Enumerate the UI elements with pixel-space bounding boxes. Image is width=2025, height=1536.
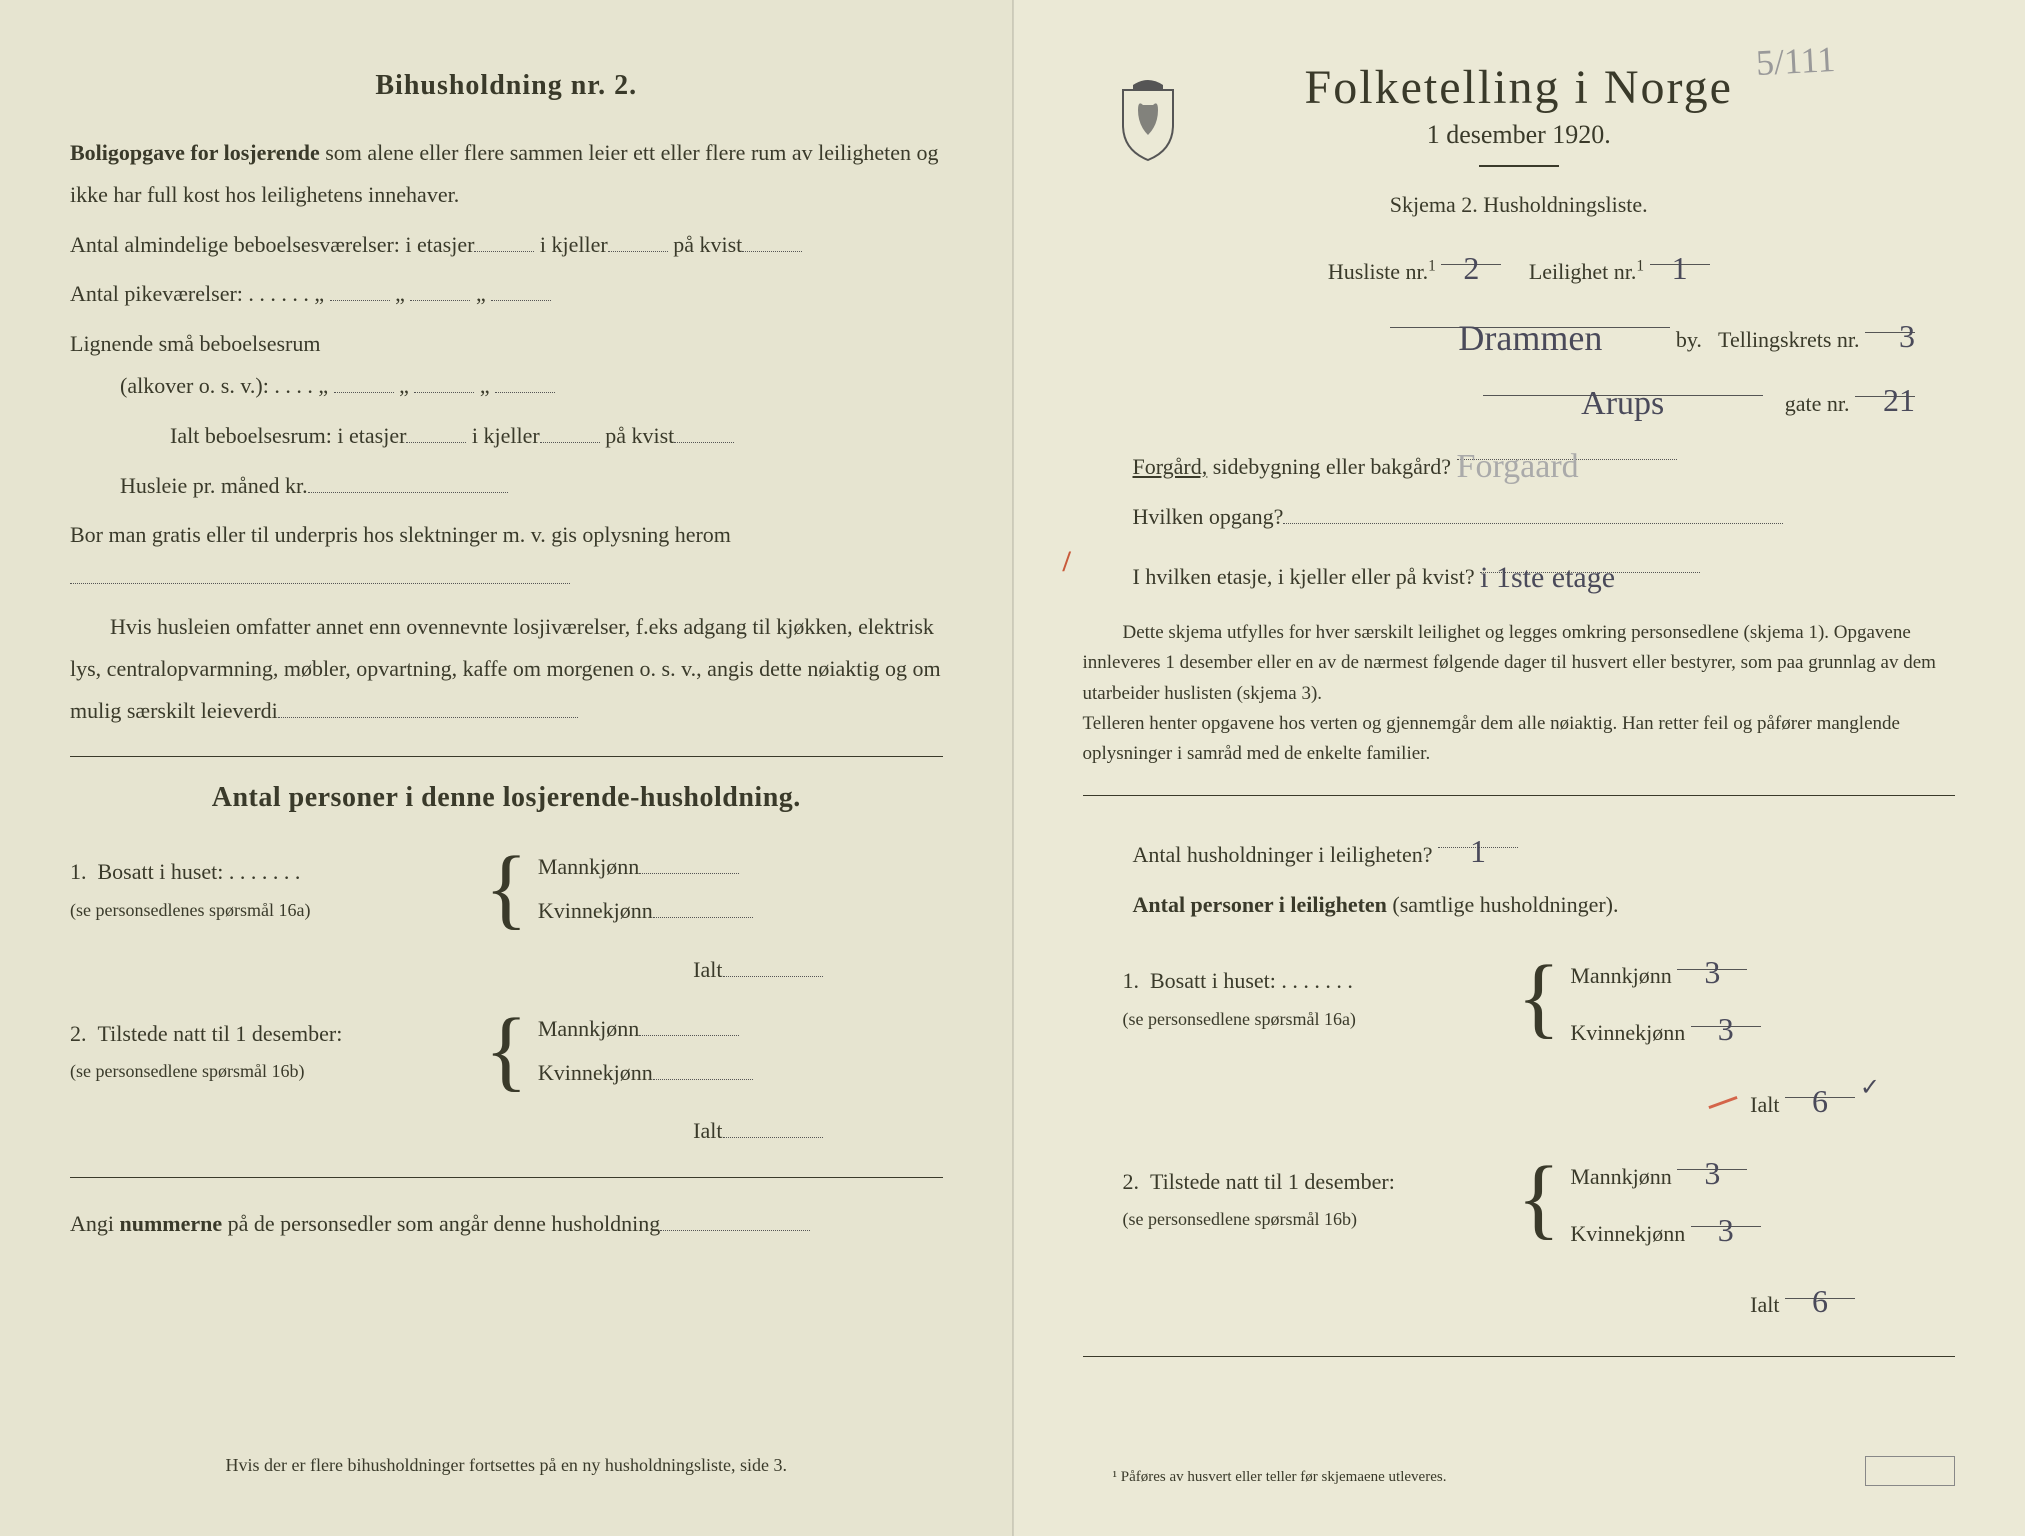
divider (70, 756, 943, 757)
opgang-line: Hvilken opgang? (1133, 496, 1956, 538)
instructions-text: Dette skjema utfylles for hver særskilt … (1083, 618, 1956, 770)
group-tilstede-right: 2. Tilstede natt til 1 desember: (se per… (1123, 1141, 1956, 1257)
line-antal-vaerelser: Antal almindelige beboelsesværelser: i e… (70, 224, 943, 266)
section2-title: Antal personer i denne losjerende-hushol… (70, 782, 943, 814)
line-husleie: Husleie pr. måned kr. (120, 465, 943, 507)
intro-bold: Boligopgave for losjerende (70, 140, 320, 165)
red-slash (1708, 1096, 1737, 1109)
line-lignende2: (alkover o. s. v.): . . . . „ „ „ (120, 365, 943, 407)
right-footnote: ¹ Påføres av husvert eller teller før sk… (1113, 1469, 1447, 1486)
gate-line: Arups gate nr. 21 (1083, 369, 1916, 425)
left-footnote: Hvis der er flere bihusholdninger fortse… (70, 1455, 943, 1476)
divider-2 (70, 1177, 943, 1178)
subtitle: 1 desember 1920. (1083, 120, 1956, 150)
group-bosatt-left: 1. Bosatt i huset: . . . . . . . (se per… (70, 844, 943, 934)
etasje-line: I hvilken etasje, i kjeller eller på kvi… (1133, 546, 1956, 598)
angi-nummerne: Angi nummerne på de personsedler som ang… (70, 1203, 943, 1245)
group-tilstede-left: 2. Tilstede natt til 1 desember: (se per… (70, 1006, 943, 1096)
page-fold (1012, 0, 1014, 1536)
coat-of-arms-icon (1113, 75, 1183, 165)
intro-paragraph: Boligopgave for losjerende som alene ell… (70, 132, 943, 216)
line-lignende1: Lignende små beboelsesrum (70, 323, 943, 365)
group-bosatt-right: 1. Bosatt i huset: . . . . . . . (se per… (1123, 940, 1956, 1056)
antal-hush-line: Antal husholdninger i leiligheten? 1 (1133, 821, 1956, 876)
antal-pers-title: Antal personer i leiligheten (samtlige h… (1133, 884, 1956, 926)
right-page: 5/111 Folketelling i Norge 1 desember 19… (1013, 0, 2025, 1536)
printer-stamp (1865, 1456, 1955, 1486)
by-line: Drammen by. Tellingskrets nr. 3 (1083, 301, 1916, 361)
header-block: Folketelling i Norge 1 desember 1920. Sk… (1083, 60, 1956, 218)
line-pike: Antal pikeværelser: . . . . . . „ „ „ (70, 273, 943, 315)
husliste-line: Husliste nr.1 2 Leilighet nr.1 1 (1083, 238, 1956, 293)
divider-bottom (1083, 1356, 1956, 1357)
red-mark-1: / (1063, 545, 1071, 579)
left-page: Bihusholdning nr. 2. Boligopgave for los… (0, 0, 1013, 1536)
divider-right (1083, 795, 1956, 796)
checkmark: ✓ (1860, 1066, 1880, 1112)
left-title: Bihusholdning nr. 2. (70, 70, 943, 102)
line-ialt-beboelse: Ialt beboelsesrum: i etasjer i kjeller p… (170, 415, 943, 457)
census-document: Bihusholdning nr. 2. Boligopgave for los… (0, 0, 2025, 1536)
pencil-annotation: 5/111 (1755, 38, 1836, 84)
forgard-line: Forgård, sidebygning eller bakgård? Forg… (1133, 432, 1956, 488)
line-hvis-husleien: Hvis husleien omfatter annet enn ovennev… (70, 606, 943, 731)
skjema-line: Skjema 2. Husholdningsliste. (1083, 192, 1956, 218)
line-bor-gratis: Bor man gratis eller til underpris hos s… (70, 514, 943, 598)
